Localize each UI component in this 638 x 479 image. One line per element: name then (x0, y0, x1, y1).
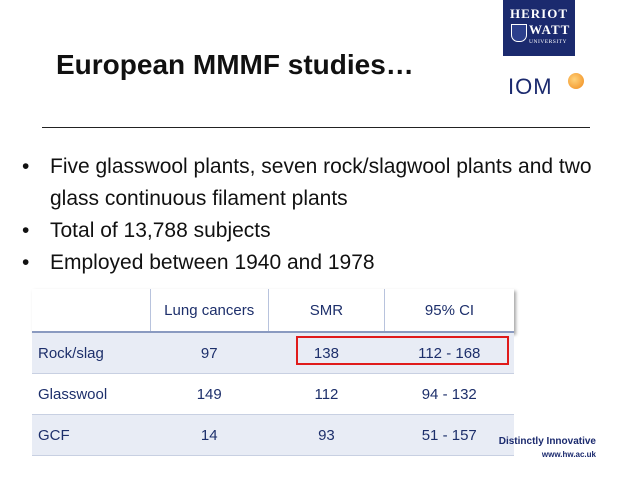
header-cell-lung-cancers: Lung cancers (149, 289, 269, 333)
row-label: GCF (32, 414, 151, 456)
bullet-item: • Total of 13,788 subjects (22, 215, 622, 247)
table-header-row: Lung cancers SMR 95% CI (32, 289, 514, 333)
highlight-box (296, 336, 509, 365)
bullet-icon: • (22, 155, 30, 178)
bullet-list: • Five glasswool plants, seven rock/slag… (22, 151, 622, 279)
footer-url[interactable]: www.hw.ac.uk (541, 450, 596, 459)
header-cell-smr: SMR (267, 289, 385, 333)
cell-smr: 138 (268, 332, 385, 374)
cell-ci: 51 - 157 (384, 414, 514, 456)
bullet-text: Employed between 1940 and 1978 (50, 251, 375, 274)
iom-sun-icon (568, 73, 584, 89)
cell-smr: 112 (268, 373, 385, 415)
results-table: Lung cancers SMR 95% CI Rock/slag 97 138… (32, 289, 514, 456)
cell-lung-cancers: 14 (150, 414, 269, 456)
table-row: GCF 14 93 51 - 157 (32, 414, 514, 456)
cell-lung-cancers: 97 (150, 332, 269, 374)
cell-ci: 112 - 168 (384, 332, 514, 374)
iom-logo: IOM (508, 74, 553, 99)
cell-smr: 93 (268, 414, 385, 456)
header-cell-ci: 95% CI (384, 289, 514, 333)
table-row: Rock/slag 97 138 112 - 168 (32, 332, 514, 374)
row-label: Rock/slag (32, 332, 151, 374)
tagline-text: Distinctly Innovative (498, 436, 596, 447)
slide-title: European MMMF studies… (56, 49, 414, 80)
bullet-text: Total of 13,788 subjects (50, 219, 271, 242)
cell-lung-cancers: 149 (150, 373, 269, 415)
bullet-text: Five glasswool plants, seven rock/slagwo… (50, 155, 592, 210)
footer-tagline: Distinctly Innovative www.hw.ac.uk (496, 436, 596, 459)
heriot-watt-logo: HERIOT WATT UNIVERSITY (503, 0, 575, 56)
bullet-item: • Five glasswool plants, seven rock/slag… (22, 151, 622, 215)
row-label: Glasswool (32, 373, 151, 415)
header-cell-blank (32, 289, 151, 333)
bullet-icon: • (22, 251, 30, 274)
logo-text-university: UNIVERSITY (529, 39, 567, 45)
crest-icon (511, 24, 527, 42)
bullet-icon: • (22, 219, 30, 242)
title-divider (42, 127, 590, 128)
logo-text-heriot: HERIOT (509, 6, 568, 21)
logo-text-watt: WATT (529, 22, 571, 37)
table-row: Glasswool 149 112 94 - 132 (32, 373, 514, 415)
bullet-item: • Employed between 1940 and 1978 (22, 247, 622, 279)
cell-ci: 94 - 132 (384, 373, 514, 415)
